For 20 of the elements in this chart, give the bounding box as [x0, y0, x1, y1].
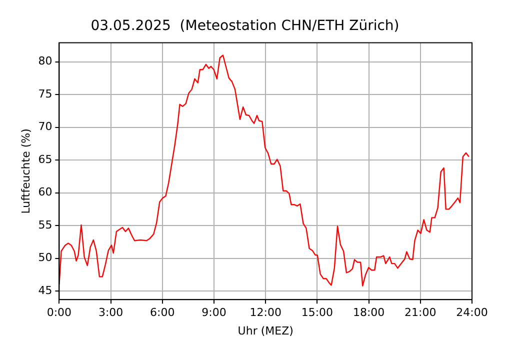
x-axis-title: Uhr (MEZ)	[238, 324, 294, 338]
y-tick-label: 80	[38, 54, 52, 68]
x-tick-label: 24:00	[456, 306, 488, 320]
y-axis-title: Luftfeuchte (%)	[19, 128, 32, 214]
x-tick-label: 12:00	[250, 306, 282, 320]
y-tick-label: 50	[38, 251, 52, 264]
x-tick-label: 6:00	[150, 306, 175, 320]
y-tick-label: 45	[38, 284, 52, 297]
chart-title: 03.05.2025 (Meteostation CHN/ETH Zürich)	[90, 18, 400, 34]
x-tick-label: 18:00	[352, 306, 385, 320]
y-tick-label: 70	[38, 120, 52, 134]
x-tick-label: 3:00	[98, 306, 124, 320]
y-tick-label: 60	[38, 186, 52, 199]
x-tick-label: 0:00	[46, 306, 72, 320]
x-tick-label: 15:00	[301, 306, 334, 320]
y-tick-label: 55	[38, 218, 52, 232]
x-tick-label: 9:00	[202, 306, 226, 320]
y-tick-label: 65	[38, 152, 52, 166]
x-tick-label: 21:00	[404, 306, 436, 320]
y-tick-label: 75	[38, 87, 52, 100]
